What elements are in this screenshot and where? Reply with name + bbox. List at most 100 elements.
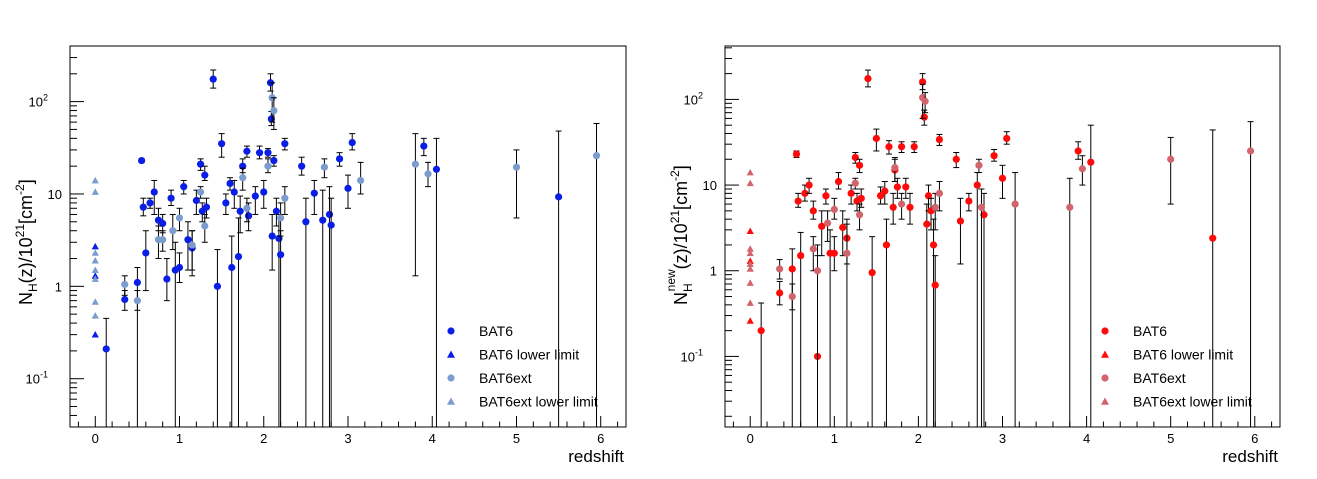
data-point: [281, 140, 289, 148]
data-point: [929, 241, 938, 249]
limit-point: [91, 266, 99, 273]
data-point: [432, 165, 441, 173]
y-tick-label: 102: [684, 90, 703, 107]
data-point: [348, 138, 356, 147]
data-point: [255, 149, 264, 157]
legend-label: BAT6ext lower limit: [1133, 394, 1252, 410]
data-point: [818, 222, 826, 230]
data-point: [146, 199, 154, 207]
data-point: [201, 171, 209, 179]
data-point: [757, 327, 765, 335]
data-point: [876, 192, 885, 200]
data-point: [776, 289, 784, 297]
data-point: [794, 197, 802, 205]
data-point: [872, 134, 880, 143]
data-point: [121, 280, 129, 288]
y-axis-title-exp: 21: [668, 210, 682, 224]
data-point: [167, 194, 175, 202]
data-point: [239, 174, 247, 182]
data-point: [196, 188, 205, 196]
data-point: [855, 161, 864, 169]
y-axis-title-unit_exp: -2: [668, 170, 682, 181]
x-tick-label: 1: [831, 431, 838, 446]
y-tick-label-exp: 2: [698, 90, 703, 100]
y-axis-title-close: ]: [16, 179, 36, 184]
legend-entry: BAT6ext lower limit: [1101, 394, 1252, 410]
data-point: [150, 188, 158, 196]
legend-label: BAT6ext lower limit: [479, 394, 598, 410]
data-point: [998, 174, 1007, 182]
data-point: [788, 265, 796, 273]
x-tick-label: 0: [92, 431, 99, 446]
legend-entry: BAT6: [1101, 323, 1167, 339]
y-axis-title-base: N: [671, 292, 691, 305]
data-point: [885, 143, 893, 151]
data-point: [935, 135, 944, 144]
x-tick-label: 3: [344, 431, 351, 446]
data-point: [834, 177, 843, 186]
y-axis-title-sub: H: [681, 283, 695, 292]
y-tick-label-base: 10: [26, 372, 40, 387]
legend-marker: [1101, 327, 1109, 335]
data-point: [805, 181, 813, 189]
data-point: [809, 207, 817, 215]
data-point: [344, 184, 352, 192]
limit-point: [746, 299, 754, 306]
x-tick-label: 0: [747, 431, 754, 446]
data-point: [839, 223, 847, 232]
data-point: [138, 156, 146, 165]
data-point: [1011, 200, 1019, 208]
y-axis-title-unit: [cm: [671, 181, 691, 210]
data-point: [159, 236, 167, 244]
y-axis-title-rest: (z)/10: [671, 223, 691, 269]
y-tick-label-base: 10: [29, 95, 43, 110]
data-point: [843, 249, 851, 257]
limit-point: [91, 188, 99, 195]
legend-marker: [1101, 350, 1109, 358]
y-tick-label: 10: [703, 178, 717, 193]
x-tick-label: 5: [513, 431, 520, 446]
chart-2: 0 1 2 3 4 5 610-1110102redshiftNHnew(z)/1021[c…: [664, 45, 1281, 466]
data-point: [133, 297, 141, 305]
data-point: [133, 278, 141, 287]
data-point: [902, 183, 910, 191]
data-point: [121, 295, 129, 304]
data-point: [218, 140, 226, 148]
legend-marker: [1101, 374, 1109, 382]
data-point: [801, 189, 809, 197]
y-axis-title-rest: (z)/10: [16, 237, 36, 283]
data-point: [931, 203, 939, 211]
y-tick-label: 1: [710, 264, 717, 279]
limit-point: [746, 245, 754, 252]
limit-point: [91, 312, 99, 319]
data-point: [159, 219, 167, 228]
data-point: [213, 282, 222, 290]
data-point: [230, 188, 238, 196]
data-point: [1074, 147, 1082, 155]
x-tick-label: 4: [1083, 431, 1090, 446]
y-tick-label-base: 10: [681, 349, 695, 364]
data-point: [965, 197, 973, 205]
data-point: [920, 113, 928, 121]
x-tick-label: 3: [999, 431, 1006, 446]
data-point: [202, 203, 211, 211]
x-tick-label: 5: [1167, 431, 1174, 446]
data-point: [264, 162, 272, 170]
limit-point: [91, 298, 99, 305]
data-point: [881, 187, 889, 195]
data-point: [270, 156, 278, 165]
y-tick-label: 10-1: [681, 347, 703, 364]
legend-label: BAT6 lower limit: [1133, 347, 1233, 363]
data-point: [830, 249, 838, 257]
legend: BAT6 BAT6 lower limit BAT6ext BAT6ext lower…: [1101, 323, 1252, 410]
data-point: [977, 203, 986, 211]
data-point: [243, 204, 251, 212]
data-point: [222, 199, 230, 207]
data-point: [919, 78, 927, 86]
data-point: [244, 212, 253, 220]
data-point: [1078, 165, 1086, 173]
data-point: [956, 217, 965, 225]
plot-frame: [69, 45, 627, 428]
data-point: [847, 189, 855, 197]
data-point: [980, 211, 988, 219]
